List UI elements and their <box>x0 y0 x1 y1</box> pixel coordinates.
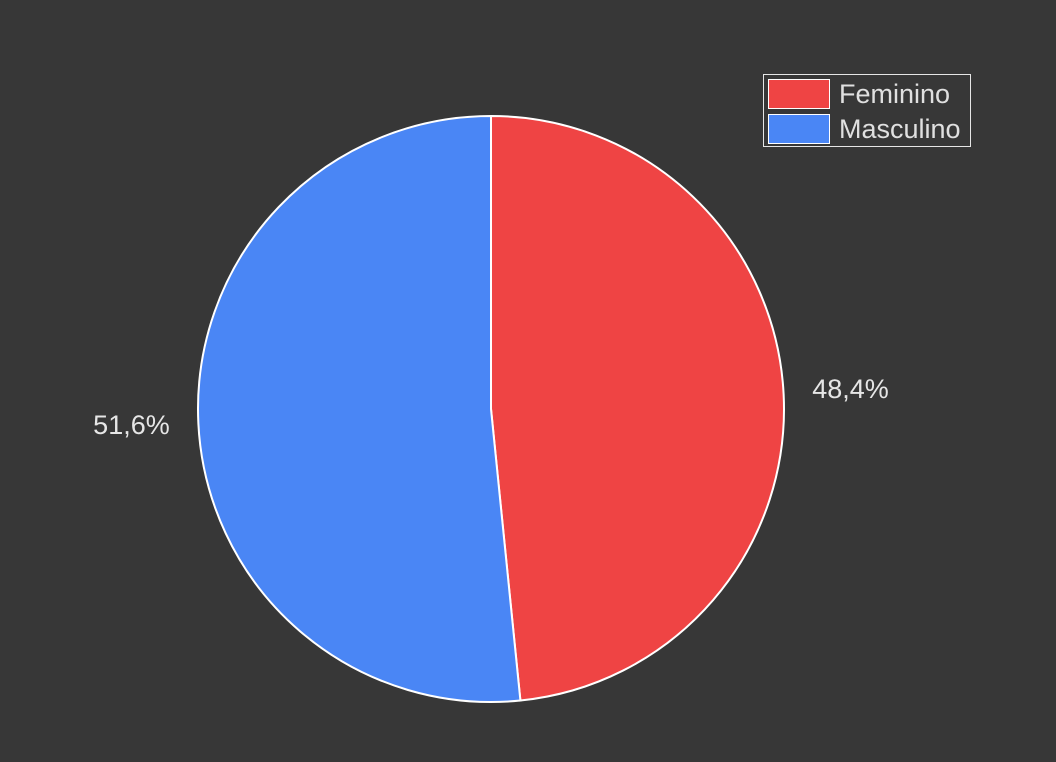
legend-swatch-feminino <box>768 79 830 109</box>
slice-label-masculino: 51,6% <box>93 410 170 440</box>
pie-slices <box>197 114 785 703</box>
slice-labels: 48,4% 51,6% <box>93 374 889 440</box>
pie-slice-masculino <box>197 114 522 703</box>
chart-legend: Feminino Masculino <box>763 74 971 147</box>
slice-label-feminino: 48,4% <box>812 374 889 404</box>
pie-slice-feminino <box>490 114 785 702</box>
legend-swatch-masculino <box>768 114 830 144</box>
legend-item-masculino: Masculino <box>768 113 961 145</box>
legend-label-feminino: Feminino <box>839 79 951 109</box>
legend-label-masculino: Masculino <box>839 114 961 144</box>
legend-item-feminino: Feminino <box>768 78 950 110</box>
